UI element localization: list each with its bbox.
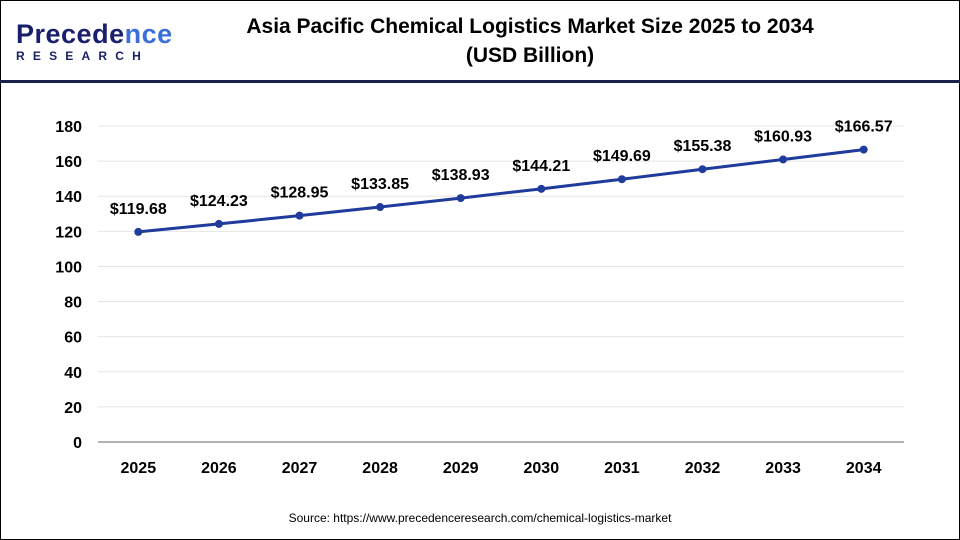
data-label: $166.57 [835,119,893,136]
y-tick-label: 20 [64,400,82,417]
data-point [134,227,143,236]
data-label: $119.68 [110,201,167,218]
data-point [376,203,385,212]
data-point [859,145,868,154]
x-tick-label: 2033 [765,460,801,477]
x-tick-label: 2028 [362,460,398,477]
x-tick-label: 2030 [524,460,560,477]
data-label: $133.85 [351,176,409,193]
y-tick-label: 140 [55,189,82,206]
x-tick-label: 2025 [121,460,157,477]
data-point [295,211,304,220]
data-point [456,194,465,203]
data-point [214,219,223,228]
subtitle-line: (USD Billion) [465,44,595,67]
y-tick-label: 180 [55,119,82,136]
data-point [617,175,626,184]
x-tick-label: 2034 [846,460,882,477]
x-tick-label: 2029 [443,460,479,477]
data-point [537,184,546,193]
x-tick-label: 2032 [685,460,721,477]
data-label: $155.38 [674,138,732,155]
title-line: Asia Pacific Chemical Logistics Market S… [246,15,814,38]
data-label: $128.95 [271,185,329,202]
data-label: $149.69 [593,148,651,165]
x-tick-label: 2031 [604,460,640,477]
data-label: $160.93 [754,128,812,145]
chart-title: Asia Pacific Chemical Logistics Market S… [180,12,880,70]
y-tick-label: 100 [55,259,82,276]
source-note: Source: https://www.precedenceresearch.c… [288,511,672,525]
y-tick-label: 160 [55,154,82,171]
data-label: $124.23 [190,193,248,210]
data-point [698,165,707,174]
data-label: $138.93 [432,167,490,184]
data-label: $144.21 [512,158,570,175]
series-line [138,148,864,234]
header: Precedence RESEARCH Asia Pacific Chemica… [0,0,960,83]
y-tick-label: 0 [73,435,82,452]
x-tick-label: 2026 [201,460,237,477]
x-tick-label: 2027 [282,460,318,477]
y-tick-label: 40 [64,365,82,382]
data-point [779,155,788,164]
y-tick-label: 80 [64,295,82,312]
precedence-research-logo: Precedence RESEARCH [16,19,173,63]
y-tick-label: 120 [55,224,82,241]
y-tick-label: 60 [64,330,82,347]
